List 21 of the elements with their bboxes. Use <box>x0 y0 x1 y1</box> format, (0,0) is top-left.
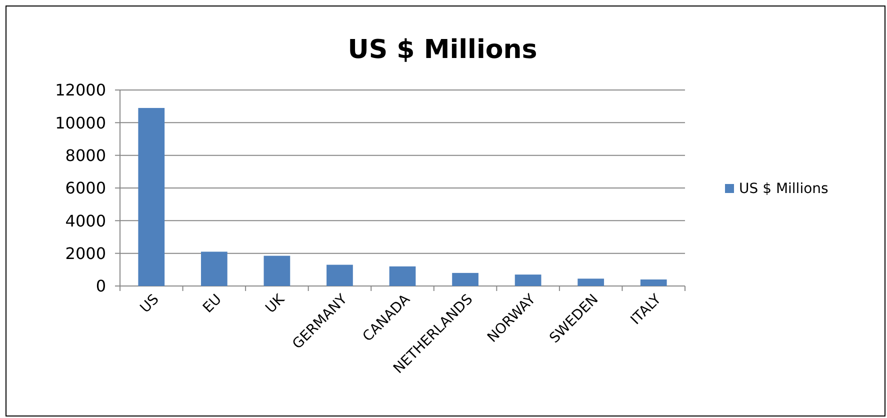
chart-title: US $ Millions <box>348 35 538 65</box>
x-tick-label: US <box>137 291 162 316</box>
y-tick-label: 2000 <box>65 244 106 263</box>
y-tick-label: 4000 <box>65 211 106 230</box>
bar <box>640 279 667 286</box>
x-tick-label: UK <box>262 290 288 317</box>
y-tick-label: 6000 <box>65 178 106 198</box>
bar <box>264 256 290 286</box>
bar <box>138 108 165 286</box>
x-tick-label: EU <box>200 292 225 316</box>
bar <box>326 264 353 286</box>
bar <box>389 266 416 286</box>
y-tick-label: 0 <box>96 276 106 296</box>
bar <box>578 278 604 286</box>
bar <box>200 252 228 286</box>
y-tick-label: 8000 <box>65 146 106 165</box>
bar <box>514 274 542 286</box>
bar <box>452 272 478 286</box>
y-tick-label: 10000 <box>55 113 106 132</box>
y-tick-label: 12000 <box>55 80 106 100</box>
legend-label: US $ Millions <box>739 180 828 197</box>
